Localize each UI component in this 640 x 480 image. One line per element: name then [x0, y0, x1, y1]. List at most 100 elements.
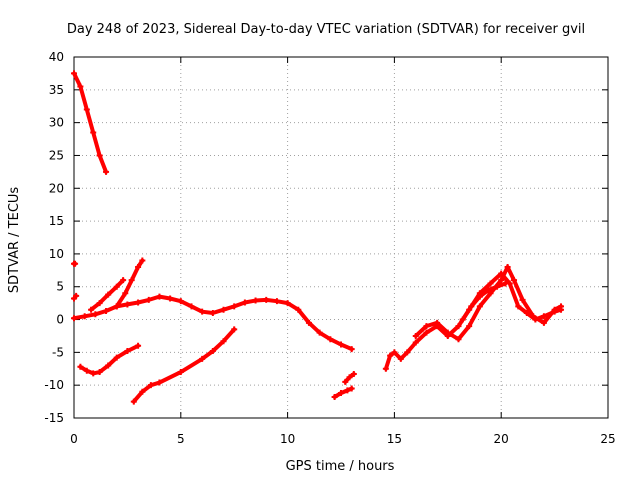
series-line-track-8 — [131, 327, 237, 404]
data-point — [77, 363, 84, 370]
data-point — [96, 300, 103, 307]
data-point — [493, 283, 500, 290]
data-point — [540, 313, 547, 320]
data-point — [209, 309, 216, 316]
data-point — [295, 306, 302, 313]
data-point — [103, 308, 110, 315]
x-tick-label: 5 — [177, 432, 185, 446]
data-point — [350, 371, 357, 378]
data-point — [135, 342, 142, 349]
data-point — [530, 313, 537, 320]
data-point — [72, 260, 79, 267]
data-point — [83, 106, 90, 113]
data-point — [231, 326, 238, 333]
data-point — [209, 348, 216, 355]
data-point — [412, 339, 419, 346]
x-tick-label: 15 — [387, 432, 402, 446]
data-point — [167, 295, 174, 302]
data-point — [156, 379, 163, 386]
grid-layer — [74, 57, 608, 418]
data-point — [113, 303, 120, 310]
data-point — [113, 354, 120, 361]
data-point — [338, 390, 344, 397]
data-point — [459, 316, 466, 323]
data-point — [135, 264, 142, 271]
data-point — [498, 277, 505, 284]
data-point — [124, 348, 131, 355]
data-point — [511, 277, 518, 284]
data-point — [455, 336, 462, 343]
data-point — [199, 355, 206, 362]
data-point — [540, 319, 547, 326]
data-point — [88, 306, 95, 313]
data-point — [156, 293, 163, 300]
data-point — [391, 349, 398, 356]
data-point — [434, 319, 441, 326]
data-point — [105, 362, 112, 369]
y-tick-label: 35 — [49, 83, 64, 97]
data-point — [177, 298, 184, 305]
data-point — [220, 306, 227, 313]
x-axis-label: GPS time / hours — [286, 459, 395, 474]
data-point — [476, 303, 483, 310]
data-point — [348, 346, 355, 353]
data-point — [348, 385, 355, 392]
y-axis-label: SDTVAR / TECUs — [7, 187, 22, 294]
data-point — [316, 329, 323, 336]
data-point — [147, 382, 154, 389]
data-point — [466, 323, 473, 330]
y-tick-label: 10 — [49, 247, 64, 261]
data-point — [139, 388, 146, 395]
data-point — [231, 303, 238, 310]
data-point — [103, 168, 110, 175]
y-tick-label: 40 — [49, 50, 64, 64]
data-point — [263, 296, 270, 303]
y-tick-label: 20 — [49, 181, 64, 195]
data-point — [92, 311, 99, 318]
data-point — [90, 129, 97, 136]
data-point — [338, 341, 344, 348]
data-point — [485, 287, 492, 294]
x-tick-label: 25 — [600, 432, 615, 446]
data-point — [397, 355, 404, 362]
data-point — [241, 299, 248, 306]
x-tick-label: 0 — [70, 432, 78, 446]
data-point — [199, 308, 206, 315]
data-point — [220, 338, 227, 345]
data-point — [273, 298, 280, 305]
data-point — [455, 323, 462, 330]
data-point — [468, 303, 475, 310]
data-point — [327, 336, 334, 343]
data-point — [81, 313, 88, 320]
plot-frame — [73, 56, 609, 419]
data-point — [122, 290, 129, 297]
data-point — [113, 283, 120, 290]
data-point — [105, 291, 112, 298]
data-point — [284, 300, 291, 307]
data-point — [188, 303, 195, 310]
data-point — [558, 303, 565, 310]
data-point — [404, 349, 411, 356]
tick-layer: 0 5 10 15 20 25 -15 -10 -5 0 5 10 15 20 25 30 35 40 — [44, 50, 615, 446]
y-tick-label: 0 — [56, 313, 64, 327]
y-tick-label: 5 — [56, 280, 64, 294]
series-layer — [71, 70, 565, 405]
data-point — [90, 370, 97, 377]
data-point — [71, 315, 77, 322]
data-point — [346, 374, 353, 381]
data-point — [342, 378, 349, 385]
data-point — [344, 387, 351, 394]
data-point — [96, 152, 103, 159]
data-point — [128, 277, 135, 284]
data-point — [382, 365, 389, 372]
data-point — [519, 296, 526, 303]
data-point — [387, 352, 394, 359]
data-point — [515, 303, 522, 310]
data-point — [135, 299, 142, 306]
data-point — [305, 319, 312, 326]
data-point — [423, 329, 430, 336]
y-tick-label: 25 — [49, 148, 64, 162]
data-point — [124, 301, 131, 308]
series-line-track-7 — [78, 343, 141, 376]
